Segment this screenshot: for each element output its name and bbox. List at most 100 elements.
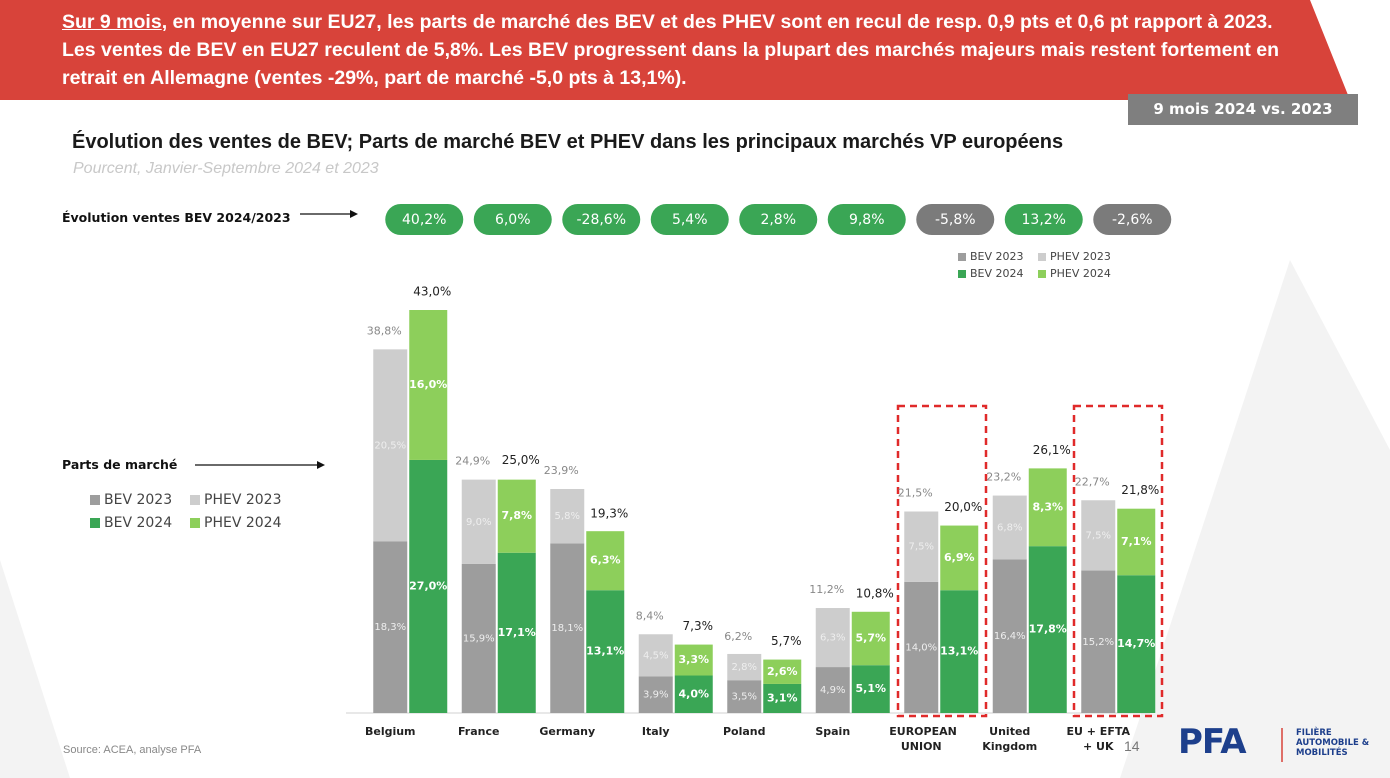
chart-subtitle: Pourcent, Janvier-Septembre 2024 et 2023 [73, 160, 379, 177]
value-label: 9,0% [466, 517, 491, 528]
banner-body: , en moyenne sur EU27, les parts de marc… [62, 11, 1280, 89]
evolution-label: 40,2% [402, 212, 446, 228]
logo-text: FILIÈRE AUTOMOBILE & MOBILITÉS [1296, 728, 1370, 758]
value-label: 4,5% [643, 650, 668, 661]
x-tick-label: United Kingdom [982, 725, 1038, 753]
value-label: 16,0% [409, 378, 447, 391]
value-label: 7,8% [501, 509, 532, 522]
value-label: 8,3% [1032, 500, 1063, 513]
evolution-pill [473, 204, 552, 235]
value-label: 6,3% [590, 554, 621, 567]
value-label: 3,9% [643, 690, 668, 701]
evolution-pill [827, 204, 906, 235]
evolution-pill [562, 204, 641, 235]
value-label: 14,7% [1117, 637, 1155, 650]
chart-title: Évolution des ventes de BEV; Parts de ma… [72, 131, 1064, 153]
x-tick-label: Spain [815, 725, 851, 738]
legend-label: PHEV 2023 [1050, 250, 1111, 263]
bar-segment [497, 552, 536, 713]
legend-label: BEV 2023 [970, 250, 1024, 263]
bar-segment [550, 489, 585, 544]
total-label: 22,7% [1075, 475, 1110, 488]
value-label: 17,1% [498, 626, 536, 639]
value-label: 3,3% [678, 653, 709, 666]
bar-segment [1117, 508, 1156, 576]
value-label: 3,1% [767, 691, 798, 704]
total-label: 23,2% [986, 471, 1021, 484]
value-label: 7,5% [1086, 530, 1111, 541]
bar-segment [497, 479, 536, 553]
evolution-label: 13,2% [1022, 212, 1066, 228]
bar-segment [940, 590, 979, 713]
legend-swatch [190, 518, 200, 528]
value-label: 15,9% [463, 633, 495, 644]
value-label: 18,1% [551, 623, 583, 634]
total-label: 25,0% [502, 453, 540, 467]
source: Source: ACEA, analyse PFA [63, 744, 202, 756]
total-label: 38,8% [367, 324, 402, 337]
bar-segment [461, 563, 496, 713]
bar-segment [373, 349, 408, 542]
bar-segment [674, 644, 713, 676]
legend-swatch [1038, 270, 1046, 278]
banner-highlight: Sur 9 mois [62, 11, 162, 33]
bar-segment [674, 675, 713, 713]
evolution-pill [739, 204, 818, 235]
legend-label: PHEV 2024 [204, 515, 282, 531]
value-label: 5,8% [555, 511, 580, 522]
bar-segment [638, 676, 673, 713]
bar-segment [904, 511, 939, 582]
total-label: 6,2% [724, 630, 752, 643]
value-label: 13,1% [940, 645, 978, 658]
x-tick-label: EU + EFTA + UK [1066, 725, 1130, 753]
x-tick-label: France [458, 725, 500, 738]
bar-segment [409, 459, 448, 713]
total-label: 7,3% [683, 619, 714, 633]
x-tick-label: Poland [722, 725, 766, 738]
bar-segment [992, 495, 1027, 560]
x-tick-label: Italy [641, 725, 670, 738]
value-label: 7,1% [1121, 535, 1152, 548]
legend-swatch [958, 253, 966, 261]
total-label: 11,2% [809, 583, 844, 596]
legend-label: BEV 2024 [104, 515, 172, 531]
bar-segment [1117, 575, 1156, 713]
evolution-label: 6,0% [495, 212, 531, 228]
highlight-box [1072, 404, 1164, 718]
evolution-label: -28,6% [576, 212, 626, 228]
bar-segment [904, 581, 939, 713]
bar-segment [763, 683, 802, 713]
bar-segment [1028, 546, 1067, 713]
value-label: 17,8% [1029, 623, 1067, 636]
legend-label: BEV 2023 [104, 492, 172, 508]
total-label: 24,9% [455, 455, 490, 468]
background-shape [0, 560, 70, 778]
value-label: 6,9% [944, 551, 975, 564]
bar-segment [1028, 468, 1067, 547]
legend-label: PHEV 2023 [204, 492, 281, 508]
total-label: 26,1% [1033, 443, 1071, 457]
total-label: 23,9% [544, 464, 579, 477]
evolution-pill [385, 204, 464, 235]
evolution-pill [916, 204, 995, 235]
background-shape [1120, 260, 1390, 778]
bar-segment [373, 541, 408, 713]
value-label: 5,7% [855, 631, 886, 644]
value-label: 3,5% [732, 692, 757, 703]
legend-swatch [90, 518, 100, 528]
evolution-pill [650, 204, 729, 235]
bar-segment [409, 310, 448, 460]
highlight-box [896, 404, 988, 718]
evolution-pill [1093, 204, 1172, 235]
total-label: 5,7% [771, 634, 802, 648]
value-label: 27,0% [409, 579, 447, 592]
bar-segment [586, 531, 625, 591]
value-label: 15,2% [1082, 637, 1114, 648]
arrow-head [317, 461, 325, 469]
value-label: 4,0% [678, 687, 709, 700]
value-label: 6,3% [820, 633, 845, 644]
bar-segment [815, 608, 850, 668]
evolution-label: 5,4% [672, 212, 708, 228]
value-label: 16,4% [994, 631, 1026, 642]
value-label: 4,9% [820, 685, 845, 696]
